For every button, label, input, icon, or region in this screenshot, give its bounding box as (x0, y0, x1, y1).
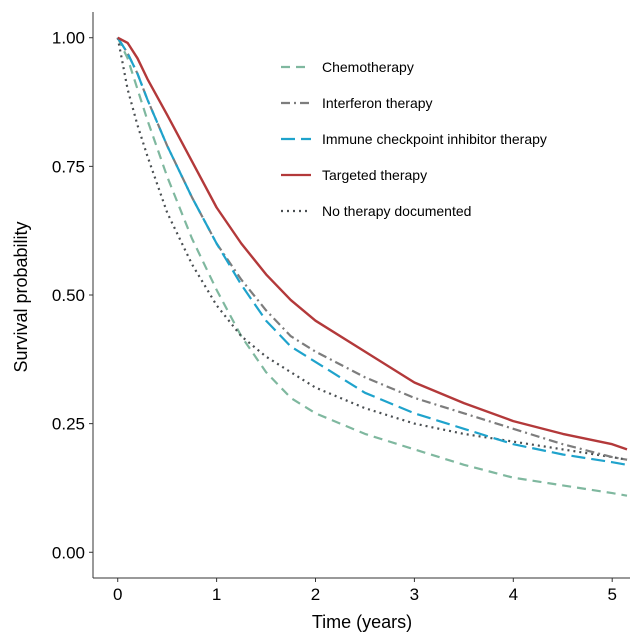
x-tick-label: 0 (113, 585, 122, 604)
y-axis-title: Survival probability (11, 221, 31, 372)
x-tick-label: 1 (212, 585, 221, 604)
series-line (116, 37, 628, 466)
legend-label: Targeted therapy (322, 167, 427, 183)
x-tick-label: 5 (607, 585, 616, 604)
chart-series-lines (116, 36, 628, 497)
y-tick-label: 0.25 (52, 415, 85, 434)
legend-label: Chemotherapy (322, 59, 414, 75)
series-line (116, 37, 628, 497)
legend-label: Immune checkpoint inhibitor therapy (322, 131, 547, 147)
y-tick-label: 0.00 (52, 543, 85, 562)
series-line (117, 36, 628, 451)
legend-label: Interferon therapy (322, 95, 433, 111)
chart-axes: 0.00 0.25 0.50 0.75 1.00 0 1 2 3 4 5 (52, 12, 630, 604)
legend-label: No therapy documented (322, 203, 471, 219)
x-tick-label: 4 (509, 585, 518, 604)
x-tick-label: 3 (410, 585, 419, 604)
x-tick-label: 2 (311, 585, 320, 604)
x-axis-title: Time (years) (312, 612, 412, 632)
chart-legend: Chemotherapy Interferon therapy Immune che… (281, 59, 547, 219)
y-tick-label: 0.75 (52, 157, 85, 176)
y-tick-label: 0.50 (52, 286, 85, 305)
y-tick-label: 1.00 (52, 29, 85, 48)
